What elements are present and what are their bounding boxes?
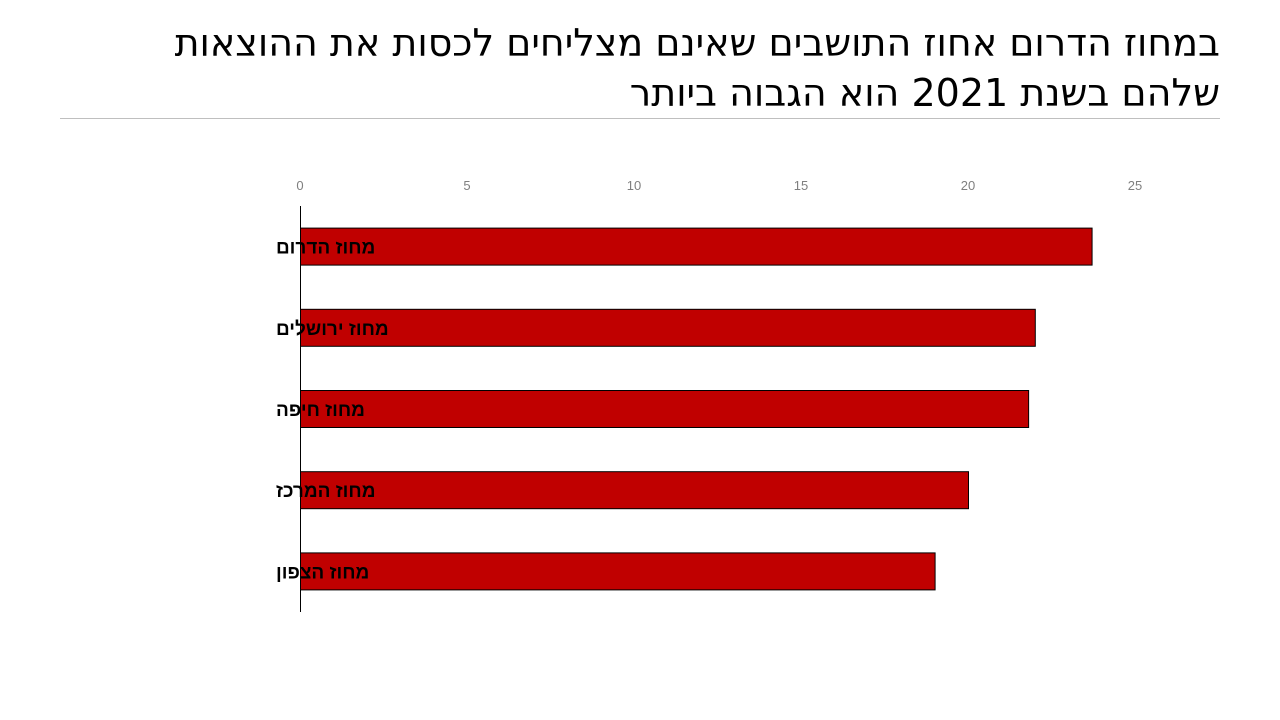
bar [300,308,1036,347]
category-label: מחוז חיפה [276,400,365,421]
title-divider [60,118,1220,119]
x-tick-label: 5 [463,178,470,193]
slide-title-line-1: במחוז הדרום אחוז התושבים שאינם מצליחים ל… [174,21,1220,65]
slide-title-line-2: שלהם בשנת 2021 הוא הגבוה ביותר [629,71,1220,115]
category-label: מחוז הצפון [276,562,369,583]
category-label: מחוז המרכז [276,481,376,502]
category-label: מחוז ירושלים [276,319,389,340]
x-tick-label: 20 [961,178,975,193]
x-tick-label: 15 [794,178,808,193]
x-tick-label: 25 [1128,178,1142,193]
bar [300,390,1030,428]
x-tick-label: 10 [627,178,641,193]
bar [300,471,969,510]
bar [300,227,1093,266]
slide-title: במחוז הדרום אחוז התושבים שאינם מצליחים ל… [60,18,1220,118]
bar [300,552,936,591]
x-tick-label: 0 [296,178,303,193]
category-label: מחוז הדרום [276,238,375,259]
